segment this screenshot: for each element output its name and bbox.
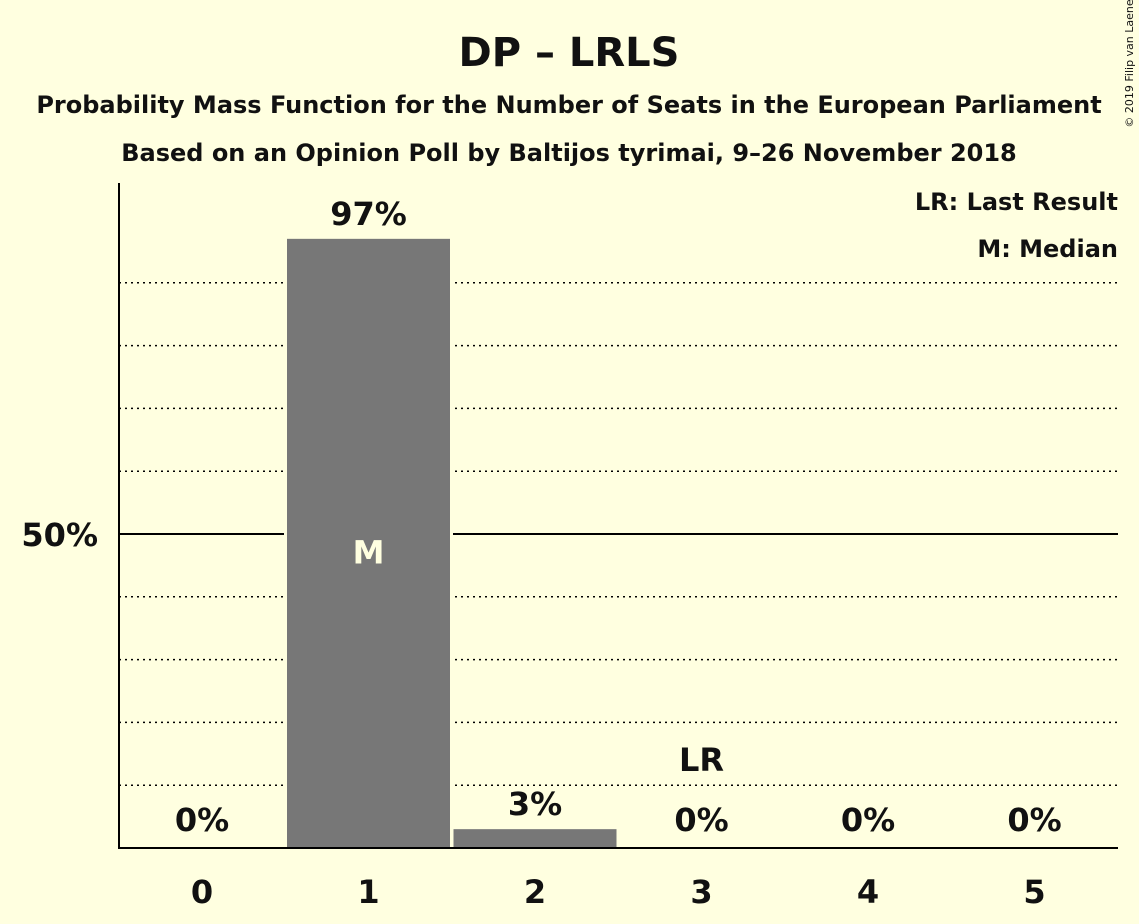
last-result-marker: LR — [679, 741, 724, 779]
value-label-4: 0% — [841, 801, 895, 839]
y-tick-50: 50% — [21, 516, 98, 554]
median-marker: M — [353, 533, 385, 571]
value-label-1: 97% — [330, 195, 407, 233]
y-tick-labels: 50% — [21, 516, 98, 554]
gridlines — [119, 282, 1118, 786]
bar-2 — [453, 829, 617, 848]
bars — [284, 235, 620, 849]
x-tick-3: 3 — [690, 873, 712, 911]
value-labels: 0% 97% 3% 0% 0% 0% — [175, 195, 1062, 839]
value-label-2: 3% — [508, 785, 562, 823]
markers: M LR — [353, 533, 724, 779]
bar-1 — [287, 238, 450, 849]
x-tick-4: 4 — [857, 873, 879, 911]
value-label-5: 0% — [1007, 801, 1061, 839]
value-label-3: 0% — [674, 801, 728, 839]
legend-median: M: Median — [977, 235, 1118, 263]
chart-title: DP – LRLS — [459, 30, 680, 76]
x-tick-labels: 0 1 2 3 4 5 — [191, 873, 1046, 911]
x-tick-5: 5 — [1023, 873, 1045, 911]
x-tick-2: 2 — [524, 873, 546, 911]
copyright-note: © 2019 Filip van Laenen — [1123, 0, 1136, 128]
legend-last-result: LR: Last Result — [915, 188, 1118, 216]
x-tick-1: 1 — [357, 873, 379, 911]
value-label-0: 0% — [175, 801, 229, 839]
x-tick-0: 0 — [191, 873, 213, 911]
chart-subtitle-2: Based on an Opinion Poll by Baltijos tyr… — [121, 139, 1017, 167]
chart-subtitle-1: Probability Mass Function for the Number… — [36, 91, 1101, 119]
